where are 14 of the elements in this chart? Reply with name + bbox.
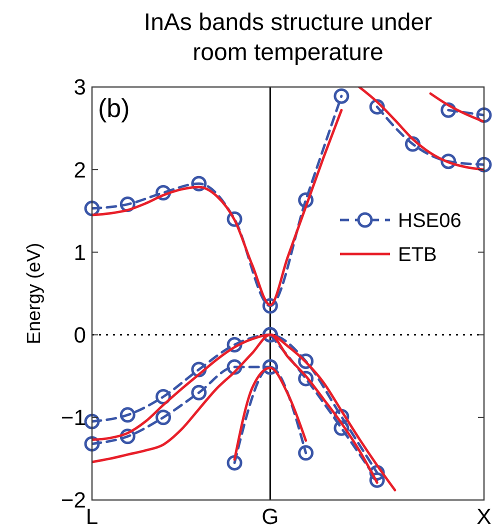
legend-label: ETB bbox=[398, 244, 437, 266]
y-tick-label: 0 bbox=[74, 322, 86, 348]
y-tick-label: 2 bbox=[74, 157, 86, 182]
x-tick-label: X bbox=[476, 504, 492, 529]
y-tick-label: 3 bbox=[74, 74, 86, 100]
y-tick-label: −2 bbox=[60, 488, 86, 513]
x-tick-label: L bbox=[86, 504, 98, 529]
legend-label: HSE06 bbox=[398, 210, 462, 232]
y-tick-label: −1 bbox=[60, 405, 86, 430]
annotation: (b) bbox=[98, 93, 130, 123]
y-tick-label: 1 bbox=[74, 240, 86, 265]
x-tick-label: G bbox=[262, 504, 279, 529]
chart-title: InAs bands structure under room temperature bbox=[144, 9, 432, 66]
y-axis-title: Energy (eV) bbox=[24, 242, 45, 344]
